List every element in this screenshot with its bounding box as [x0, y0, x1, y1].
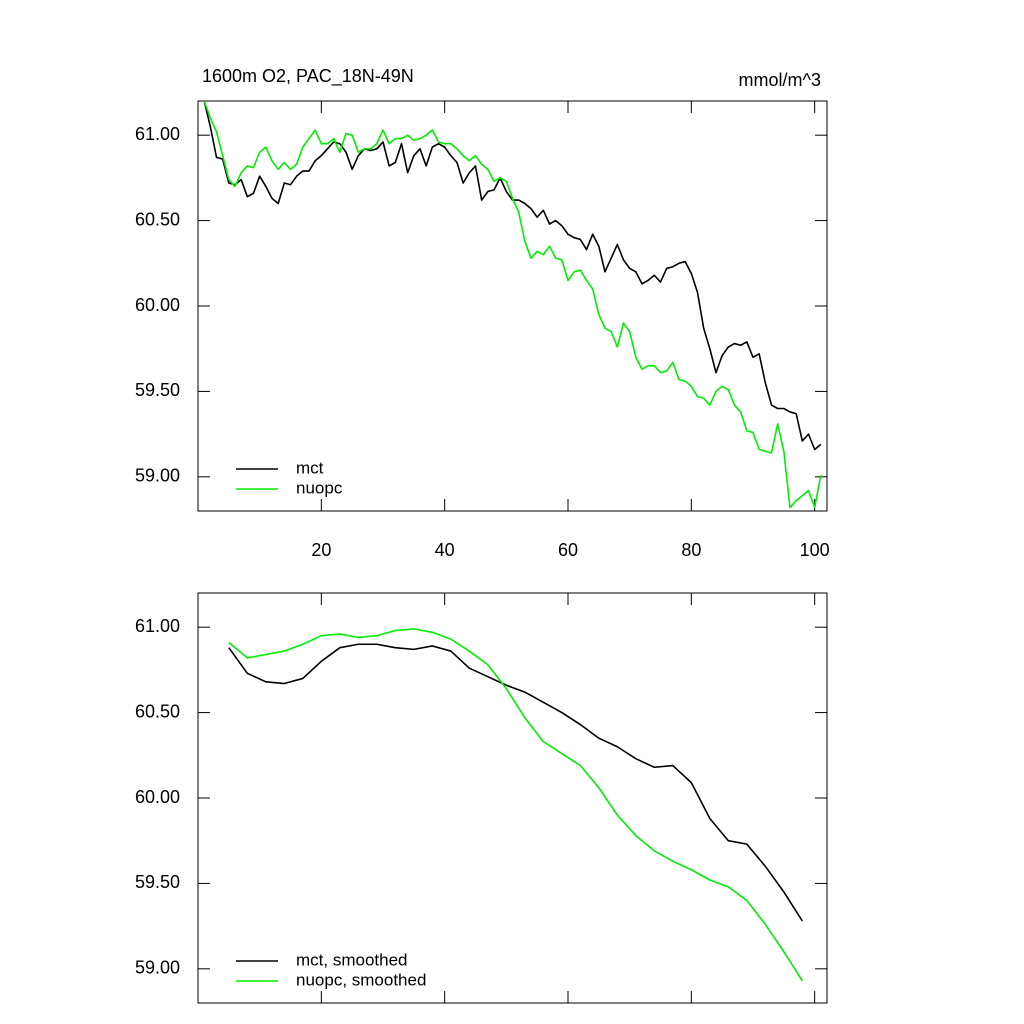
legend-label: mct [296, 458, 324, 477]
legend-label: nuopc, smoothed [296, 970, 426, 989]
y-tick-label: 59.50 [135, 380, 180, 400]
legend-label: mct, smoothed [296, 950, 408, 969]
units-label: mmol/m^3 [739, 70, 821, 90]
x-tick-label: 20 [311, 540, 331, 560]
plot-frame [197, 100, 828, 512]
y-tick-label: 61.00 [135, 124, 180, 144]
y-tick-label: 60.00 [135, 787, 180, 807]
plot-frame [197, 592, 828, 1004]
x-tick-label: 60 [558, 540, 578, 560]
series-line [228, 643, 804, 922]
y-tick-label: 60.00 [135, 295, 180, 315]
x-tick-label: 80 [681, 540, 701, 560]
series-line [228, 628, 804, 982]
y-tick-label: 59.00 [135, 958, 180, 978]
y-tick-label: 61.00 [135, 616, 180, 636]
x-tick-label: 100 [800, 540, 830, 560]
series-line [203, 100, 822, 509]
series-line [203, 100, 822, 451]
y-tick-label: 60.50 [135, 701, 180, 721]
legend-label: nuopc [296, 478, 343, 497]
y-tick-label: 59.50 [135, 872, 180, 892]
chart-title: 1600m O2, PAC_18N-49N [202, 66, 414, 87]
y-tick-label: 59.00 [135, 466, 180, 486]
y-tick-label: 60.50 [135, 209, 180, 229]
x-tick-label: 40 [435, 540, 455, 560]
